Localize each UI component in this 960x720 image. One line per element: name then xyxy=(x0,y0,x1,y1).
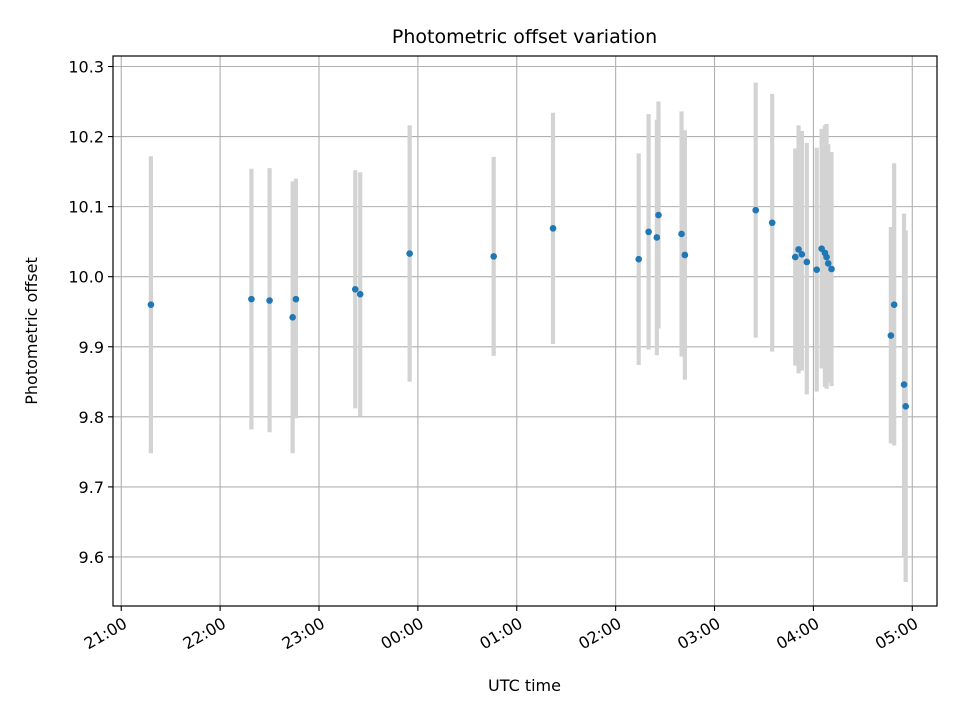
error-bars xyxy=(148,82,908,583)
data-point xyxy=(803,258,811,266)
y-axis-ticks: 9.6 9.7 9.8 9.9 10.0 10.1 10.2 10.3 xyxy=(68,58,113,567)
data-point xyxy=(248,295,255,303)
data-point xyxy=(887,332,895,339)
data-point xyxy=(678,230,685,238)
y-tick-label: 9.8 xyxy=(79,408,104,427)
data-point xyxy=(828,265,835,273)
x-tick-label: 01:00 xyxy=(476,614,525,654)
y-tick-label: 9.7 xyxy=(79,478,104,497)
data-point xyxy=(406,250,413,257)
data-point xyxy=(292,295,300,303)
data-point xyxy=(795,246,802,253)
data-point xyxy=(752,206,760,214)
data-point xyxy=(549,225,557,232)
data-point xyxy=(655,211,662,219)
data-point xyxy=(900,381,908,388)
y-tick-label: 10.1 xyxy=(68,198,104,217)
data-point xyxy=(147,301,155,309)
data-points xyxy=(147,206,909,410)
data-point xyxy=(289,314,296,321)
data-point xyxy=(356,290,364,298)
y-tick-label: 10.0 xyxy=(68,268,104,287)
x-tick-label: 21:00 xyxy=(81,614,130,654)
y-tick-label: 10.3 xyxy=(68,58,104,77)
data-point xyxy=(645,228,652,236)
data-point xyxy=(635,255,643,263)
y-axis-label: Photometric offset xyxy=(22,257,41,405)
x-axis-ticks: 21:00 22:00 23:00 00:00 01:00 02:00 03:00 04:00… xyxy=(81,606,921,653)
data-point xyxy=(813,266,820,273)
x-tick-label: 22:00 xyxy=(180,614,229,654)
data-point xyxy=(653,234,661,241)
data-point xyxy=(890,301,898,309)
y-tick-label: 10.2 xyxy=(68,128,104,147)
x-axis-label: UTC time xyxy=(488,676,561,695)
x-tick-label: 03:00 xyxy=(674,614,723,654)
y-tick-label: 9.9 xyxy=(79,338,104,357)
data-point xyxy=(791,253,799,261)
x-tick-label: 02:00 xyxy=(575,614,624,654)
x-tick-label: 05:00 xyxy=(872,614,921,654)
data-point xyxy=(798,250,806,258)
plot-frame xyxy=(112,55,938,607)
data-point xyxy=(351,286,359,293)
chart-title: Photometric offset variation xyxy=(392,26,657,48)
data-point xyxy=(681,251,689,259)
y-tick-label: 9.6 xyxy=(79,548,104,567)
data-point xyxy=(824,260,832,267)
data-point xyxy=(266,297,273,304)
grid xyxy=(113,56,937,606)
data-point xyxy=(902,403,909,410)
data-point xyxy=(490,253,497,260)
x-tick-label: 04:00 xyxy=(773,614,822,654)
data-point xyxy=(823,253,830,261)
data-point xyxy=(768,219,776,227)
x-tick-label: 00:00 xyxy=(377,614,426,654)
x-tick-label: 23:00 xyxy=(279,614,328,654)
